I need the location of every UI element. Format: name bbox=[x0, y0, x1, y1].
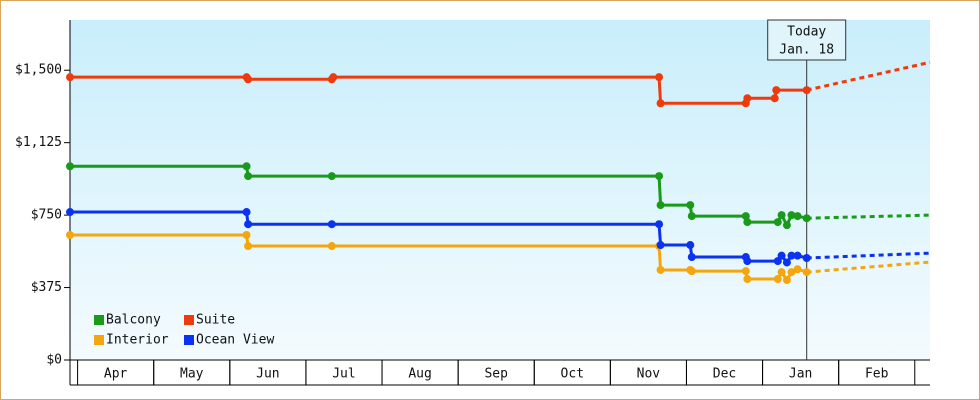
point bbox=[802, 254, 811, 262]
forecast-line bbox=[806, 60, 931, 92]
plot-area bbox=[70, 20, 930, 360]
series-line bbox=[70, 233, 808, 283]
point bbox=[802, 86, 811, 95]
point bbox=[244, 242, 253, 251]
point bbox=[686, 241, 695, 250]
series-line bbox=[70, 210, 808, 265]
legend-swatch bbox=[184, 335, 194, 345]
point bbox=[687, 212, 696, 221]
x-tick-label: Feb bbox=[865, 367, 889, 382]
y-tick-label: $1,125 bbox=[15, 135, 62, 150]
point bbox=[244, 75, 253, 84]
point bbox=[655, 73, 664, 82]
point bbox=[743, 94, 752, 103]
forecast-line bbox=[806, 251, 931, 260]
point bbox=[793, 212, 802, 221]
today-box bbox=[767, 19, 847, 61]
y-tick-label: $1,500 bbox=[15, 63, 62, 78]
legend-label: Ocean View bbox=[196, 333, 274, 348]
point bbox=[656, 241, 665, 250]
point bbox=[686, 201, 695, 210]
point bbox=[327, 242, 336, 251]
point bbox=[773, 275, 782, 284]
point bbox=[327, 172, 336, 181]
point bbox=[777, 211, 786, 220]
legend-label: Balcony bbox=[106, 313, 161, 328]
legend-label: Suite bbox=[196, 313, 235, 328]
forecast-line bbox=[806, 213, 931, 220]
point bbox=[777, 251, 786, 260]
series-line bbox=[70, 164, 808, 229]
y-tick-label: $375 bbox=[31, 280, 62, 295]
point bbox=[741, 212, 750, 221]
point bbox=[242, 231, 251, 240]
point bbox=[770, 94, 779, 103]
today-title: Today bbox=[787, 25, 826, 40]
x-tick-label: Apr bbox=[104, 367, 128, 382]
point bbox=[655, 220, 664, 229]
point bbox=[802, 268, 811, 277]
point bbox=[743, 218, 752, 227]
point bbox=[66, 231, 74, 240]
point bbox=[787, 211, 796, 220]
point bbox=[782, 276, 791, 285]
x-tick-label: Oct bbox=[561, 367, 584, 382]
point bbox=[66, 208, 74, 217]
point bbox=[66, 162, 74, 171]
point bbox=[687, 267, 696, 276]
today-date: Jan. 18 bbox=[779, 43, 834, 58]
point bbox=[656, 265, 665, 274]
x-tick-label: Dec bbox=[713, 367, 736, 382]
point bbox=[777, 268, 786, 277]
legend-swatch bbox=[184, 315, 194, 325]
y-tick-label: $750 bbox=[31, 208, 62, 223]
legend-swatch bbox=[94, 315, 104, 325]
point bbox=[743, 275, 752, 284]
point bbox=[773, 218, 782, 227]
point bbox=[793, 251, 802, 260]
legend-label: Interior bbox=[106, 333, 169, 348]
point bbox=[772, 86, 781, 95]
point bbox=[329, 73, 338, 82]
x-tick-label: Jan bbox=[789, 367, 812, 382]
point bbox=[782, 258, 791, 267]
x-tick-label: Jul bbox=[332, 367, 355, 382]
point bbox=[655, 172, 664, 181]
point bbox=[787, 268, 796, 277]
point bbox=[787, 251, 796, 260]
x-tick-label: Jun bbox=[256, 367, 279, 382]
point bbox=[66, 73, 74, 82]
point bbox=[782, 221, 791, 230]
point bbox=[242, 162, 251, 171]
point bbox=[242, 208, 251, 217]
point bbox=[802, 214, 811, 223]
point bbox=[656, 99, 665, 108]
forecast-line bbox=[806, 260, 931, 274]
point bbox=[327, 220, 336, 229]
x-tick-label: May bbox=[180, 367, 204, 382]
point bbox=[244, 220, 253, 229]
legend-swatch bbox=[94, 335, 104, 345]
point bbox=[793, 265, 802, 274]
point bbox=[244, 172, 253, 181]
x-tick-label: Nov bbox=[637, 367, 661, 382]
point bbox=[656, 201, 665, 210]
x-tick-label: Aug bbox=[408, 367, 431, 382]
x-tick-label: Sep bbox=[484, 367, 508, 382]
point bbox=[743, 257, 752, 266]
point bbox=[687, 253, 696, 262]
point bbox=[741, 267, 750, 276]
y-tick-label: $0 bbox=[46, 353, 62, 368]
